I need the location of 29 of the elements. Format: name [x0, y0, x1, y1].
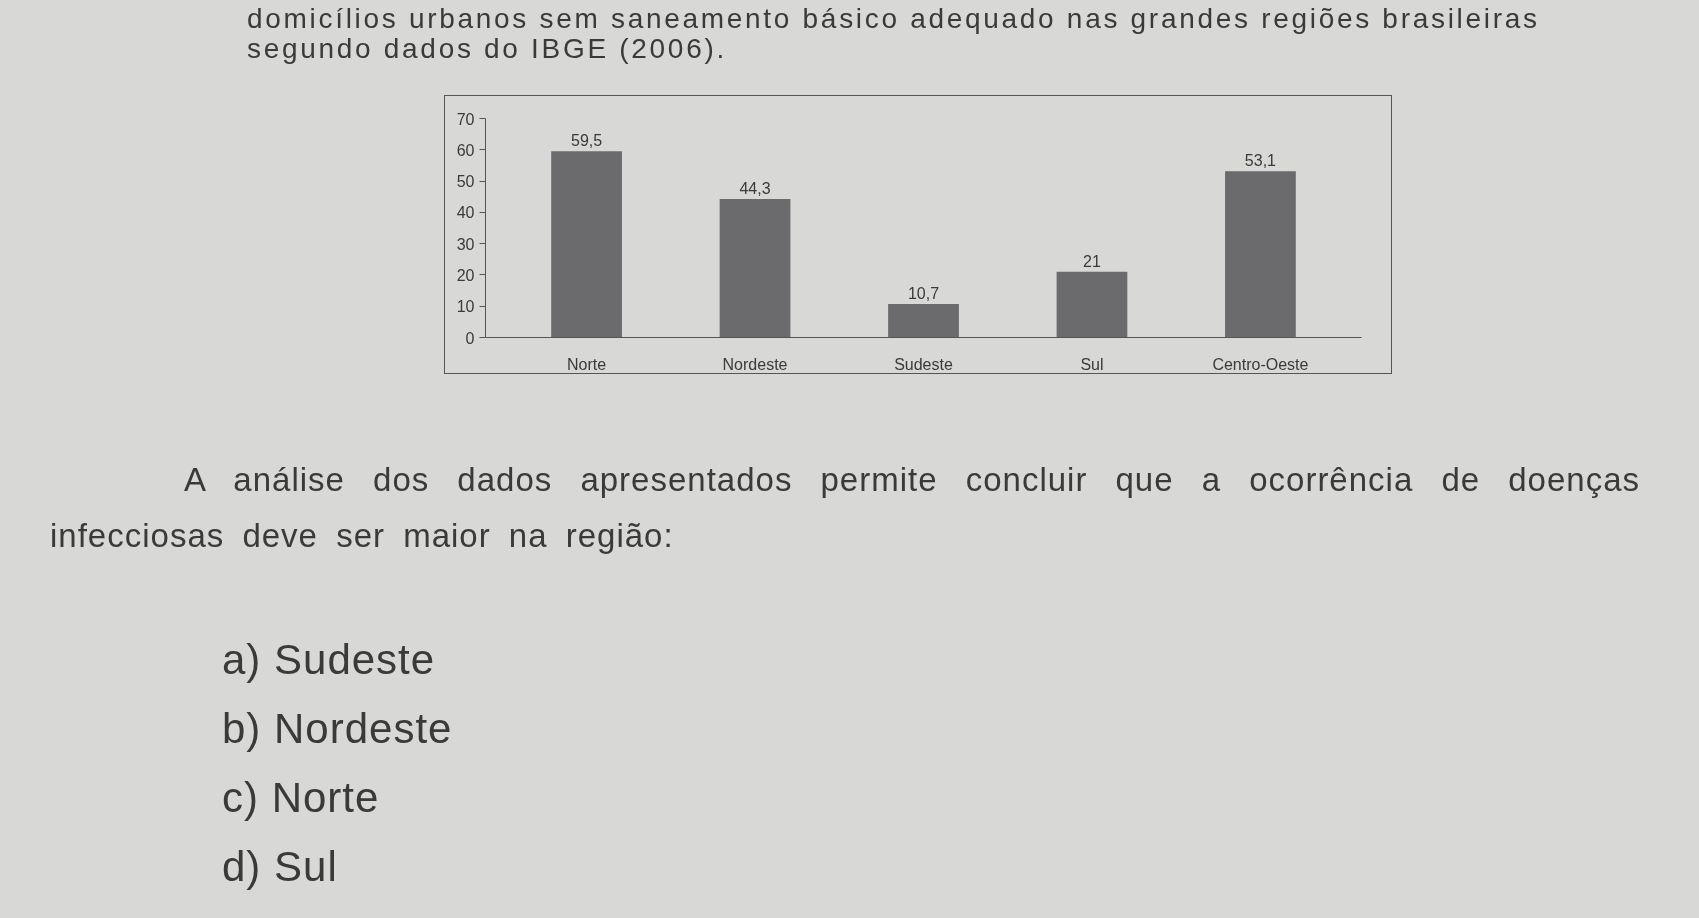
data-label: 21 [1083, 252, 1101, 270]
bar [719, 198, 791, 338]
data-label: 10,7 [907, 285, 940, 303]
bar [1056, 271, 1128, 338]
bar [1225, 171, 1296, 338]
y-tick-label: 70 [456, 110, 475, 128]
y-tick-label: 10 [456, 298, 475, 316]
bar [888, 304, 959, 338]
text: A análise dos dados apresentados permite concluir que a ocorrência de doenças infecciosas deve ser maior na região: [50, 460, 1640, 556]
text: b) Nordeste [222, 704, 453, 754]
y-tick-label: 0 [465, 329, 475, 347]
data-label: 44,3 [739, 179, 771, 197]
data-label: 53,1 [1244, 152, 1277, 170]
data-label: 59,5 [571, 132, 603, 150]
bar [551, 151, 622, 338]
text: c) Norte [222, 773, 380, 823]
x-tick-label: Centro-Oeste [1212, 355, 1309, 373]
x-tick-label: Sul [1080, 355, 1104, 373]
y-tick-label: 60 [456, 141, 475, 159]
y-tick-label: 50 [456, 173, 475, 191]
y-tick-label: 30 [456, 235, 475, 253]
y-tick-label: 40 [456, 204, 475, 222]
text: a) Sudeste [222, 635, 436, 685]
x-tick-label: Sudeste [894, 355, 953, 373]
chart-title: domicílios urbanos sem saneamento básico adequado nas grandes regiões brasileiras segundo dados do IBGE (2006). [247, 3, 1541, 64]
x-tick-label: Nordeste [722, 355, 788, 373]
y-tick-label: 20 [456, 266, 475, 284]
text: d) Sul [222, 842, 338, 892]
x-tick-label: Norte [567, 355, 607, 373]
